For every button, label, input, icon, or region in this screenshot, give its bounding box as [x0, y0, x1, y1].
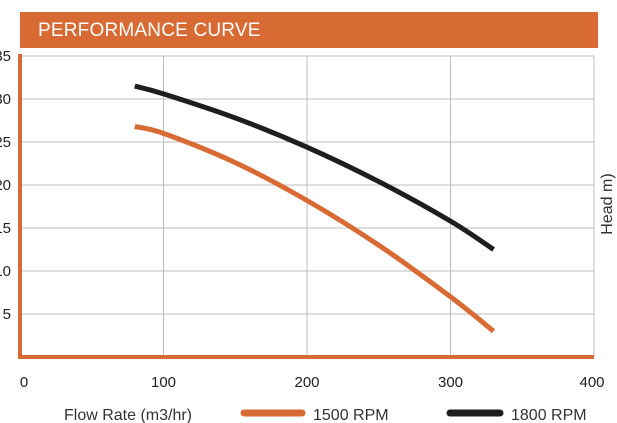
- y-tick-label-30: 30: [0, 91, 11, 108]
- axes: [18, 54, 594, 359]
- series-line-1500-rpm: [134, 124, 496, 334]
- x-tick-label-100: 100: [151, 374, 176, 391]
- x-tick-label-200: 200: [294, 374, 319, 391]
- grid-lines: [20, 55, 595, 357]
- y-tick-label-5: 5: [3, 306, 11, 323]
- chart-header: PERFORMANCE CURVE: [20, 12, 598, 48]
- series-line-1800-rpm: [134, 83, 495, 252]
- legend-label-1500: 1500 RPM: [313, 407, 389, 423]
- y-tick-label-15: 15: [0, 220, 11, 237]
- x-tick-label-400: 400: [579, 374, 604, 391]
- chart-title: PERFORMANCE CURVE: [38, 20, 261, 41]
- x-tick-label-0: 0: [20, 374, 28, 391]
- y-axis-title: Head m): [599, 173, 616, 234]
- x-axis-title: Flow Rate (m3/hr): [64, 407, 192, 423]
- y-tick-label-10: 10: [0, 263, 11, 280]
- y-tick-label-25: 25: [0, 134, 11, 151]
- x-tick-label-300: 300: [438, 374, 463, 391]
- y-tick-label-35: 35: [0, 48, 11, 65]
- series-lines: [134, 83, 496, 334]
- legend: 1500 RPM 1800 RPM: [240, 407, 587, 423]
- tick-labels: 5 10 15 20 25 30 35 0 100 200 300 400: [0, 48, 605, 391]
- legend-label-1800: 1800 RPM: [511, 407, 587, 423]
- y-tick-label-20: 20: [0, 177, 11, 194]
